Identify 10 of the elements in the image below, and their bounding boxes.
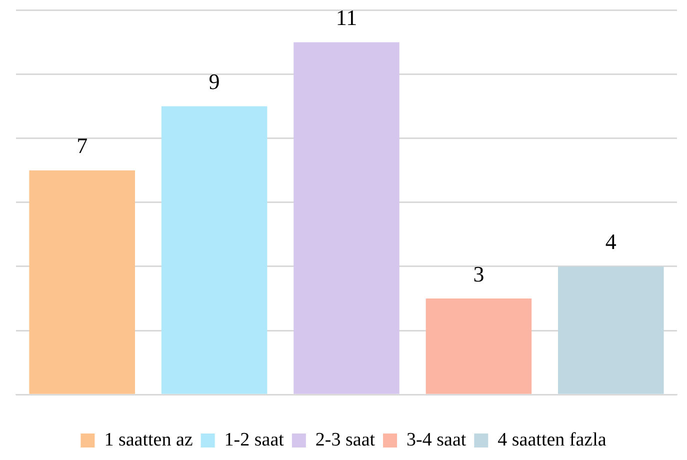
legend-label: 3-4 saat: [406, 429, 467, 450]
data-label: 3: [473, 261, 484, 286]
data-label: 11: [336, 5, 358, 30]
legend-label: 1 saatten az: [104, 429, 193, 450]
legend-label: 4 saatten fazla: [498, 429, 607, 450]
legend-label: 1-2 saat: [224, 429, 285, 450]
legend-label: 2-3 saat: [315, 429, 376, 450]
data-label: 4: [605, 229, 616, 254]
data-label: 9: [208, 69, 220, 94]
data-label: 7: [76, 133, 88, 158]
